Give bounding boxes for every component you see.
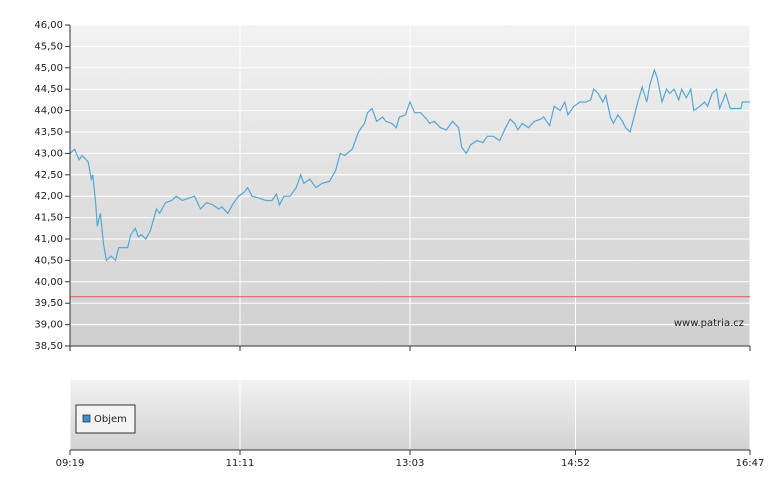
x-tick-label: 16:47 <box>736 458 765 469</box>
y-tick-label: 45,00 <box>34 63 63 74</box>
y-tick-label: 41,00 <box>34 234 63 245</box>
y-tick-label: 38,50 <box>34 341 63 352</box>
y-tick-label: 44,00 <box>34 106 63 117</box>
x-tick-label: 09:19 <box>56 458 85 469</box>
x-tick-label: 14:52 <box>561 458 590 469</box>
y-tick-label: 39,50 <box>34 298 63 309</box>
x-tick-label: 11:11 <box>226 458 255 469</box>
y-tick-label: 43,50 <box>34 127 63 138</box>
y-tick-label: 44,50 <box>34 84 63 95</box>
x-tick-label: 13:03 <box>396 458 425 469</box>
y-tick-label: 41,50 <box>34 213 63 224</box>
y-tick-label: 46,00 <box>34 20 63 31</box>
y-tick-label: 42,00 <box>34 191 63 202</box>
watermark: www.patria.cz <box>674 318 744 329</box>
price-line <box>69 67 750 262</box>
y-tick-label: 45,50 <box>34 41 63 52</box>
legend-swatch <box>82 414 91 423</box>
y-tick-label: 43,00 <box>34 148 63 159</box>
y-tick-label: 42,50 <box>34 170 63 181</box>
y-tick-label: 40,50 <box>34 255 63 266</box>
y-tick-label: 39,00 <box>34 320 63 331</box>
legend-label: Objem <box>94 414 127 425</box>
y-tick-label: 40,00 <box>34 277 63 288</box>
